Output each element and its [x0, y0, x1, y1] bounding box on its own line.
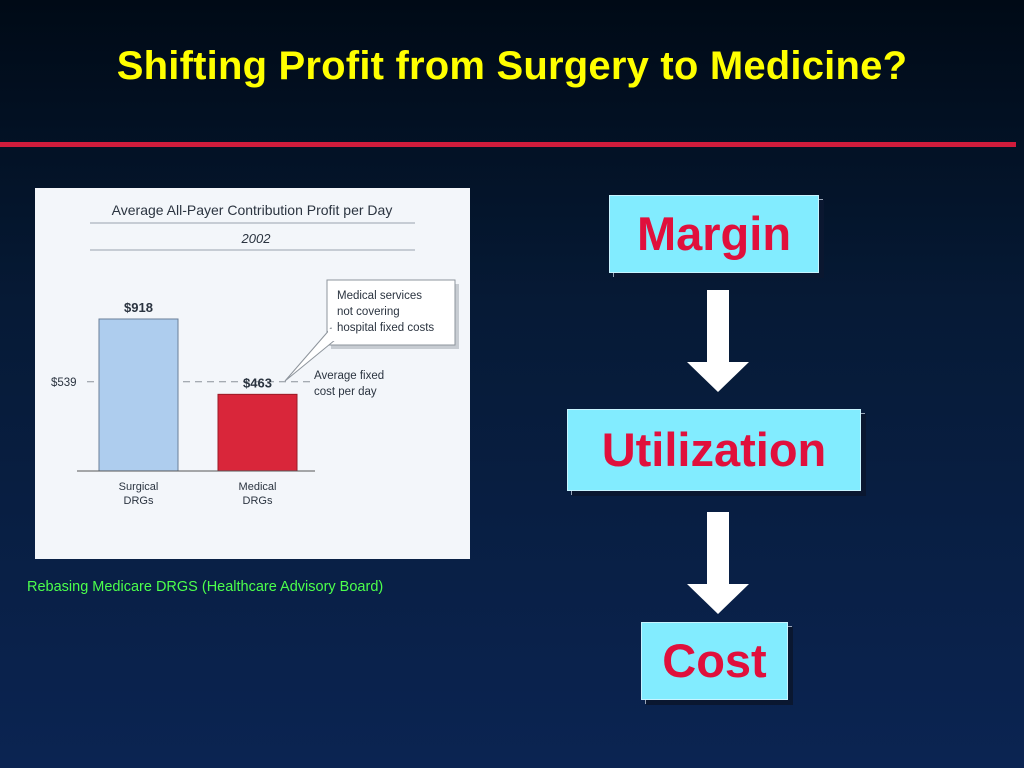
title-divider — [0, 142, 1016, 147]
down-arrow-icon — [687, 290, 749, 392]
x-tick-label: Medical — [239, 481, 277, 493]
chart-panel: Average All-Payer Contribution Profit pe… — [35, 188, 470, 559]
source-caption: Rebasing Medicare DRGS (Healthcare Advis… — [27, 579, 384, 595]
bar-value-label: $918 — [124, 300, 153, 315]
chart-title: Average All-Payer Contribution Profit pe… — [112, 202, 393, 218]
bar-value-label: $463 — [243, 375, 272, 390]
bar — [98, 318, 179, 472]
margin-box: Margin — [609, 195, 819, 273]
x-tick-label: DRGs — [124, 495, 154, 507]
chart-subtitle: 2002 — [241, 231, 272, 246]
callout-line: hospital fixed costs — [337, 322, 434, 334]
callout-box — [284, 279, 459, 382]
callout-line: Medical services — [337, 290, 422, 302]
x-tick-label: DRGs — [243, 495, 273, 507]
slide-title: Shifting Profit from Surgery to Medicine… — [116, 44, 908, 88]
down-arrow-icon — [687, 512, 749, 614]
callout-text: Medical services not covering hospital f… — [337, 290, 434, 334]
bar-chart: Average All-Payer Contribution Profit pe… — [51, 202, 459, 507]
callout-line: not covering — [337, 306, 400, 318]
reference-annotation: cost per day — [314, 386, 377, 398]
cost-box: Cost — [641, 622, 788, 700]
utilization-box: Utilization — [567, 409, 861, 491]
reference-annotation: Average fixed — [314, 370, 384, 382]
x-tick-label: Surgical — [119, 481, 159, 493]
bar — [217, 393, 298, 472]
reference-label: $539 — [51, 377, 77, 389]
